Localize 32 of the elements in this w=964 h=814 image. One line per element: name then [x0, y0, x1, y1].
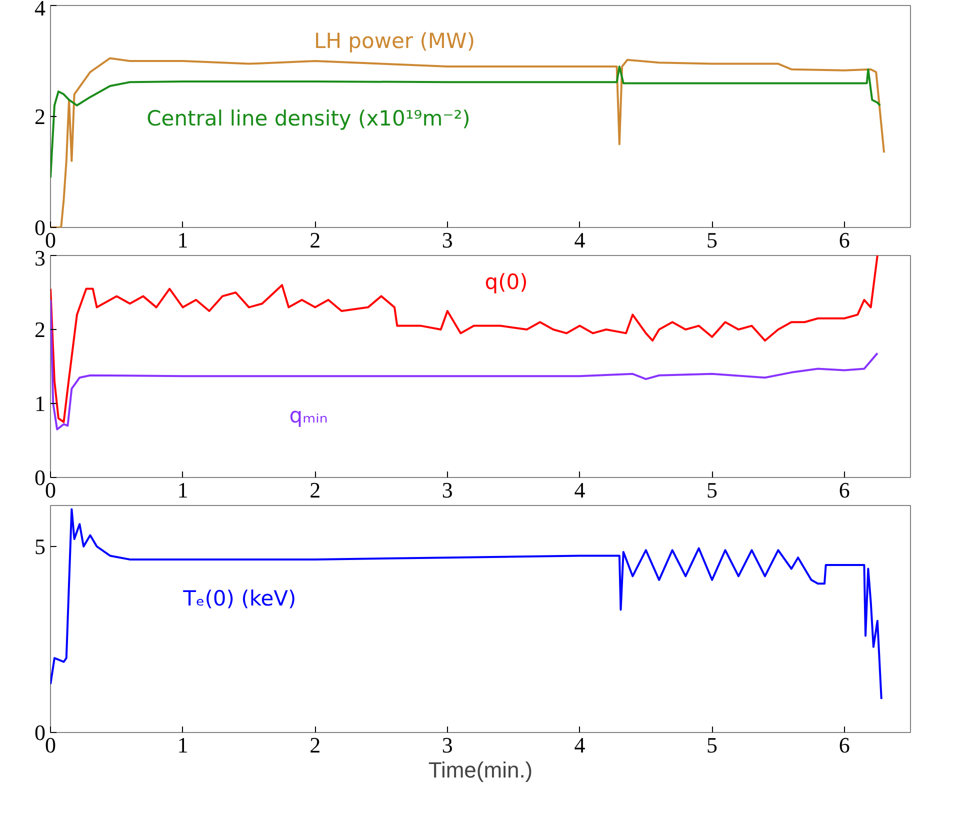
x-tick-label: 4 [574, 478, 586, 502]
series-label: Tₑ(0) (keV) [182, 586, 296, 611]
y-tick-label: 4 [34, 0, 46, 20]
x-tick-label: 5 [706, 478, 718, 502]
series-label: Central line density (x10¹⁹m⁻²) [146, 106, 470, 131]
x-tick-label: 4 [574, 732, 586, 758]
line-series [50, 298, 878, 430]
x-tick-label: 3 [442, 478, 453, 502]
x-tick-label: 5 [706, 228, 718, 252]
y-tick-label: 3 [34, 246, 46, 270]
x-tick-label: 6 [838, 478, 850, 502]
x-tick-label: 5 [706, 732, 718, 758]
x-tick-label: 6 [838, 732, 850, 758]
x-tick-label: 2 [310, 228, 321, 252]
series-label: qₘᵢₙ [289, 403, 328, 428]
x-axis-title: Time(min.) [428, 758, 533, 782]
line-series [50, 508, 882, 700]
y-tick-label: 1 [34, 391, 46, 416]
x-tick-label: 6 [838, 228, 850, 252]
x-tick-label: 4 [574, 228, 586, 252]
x-tick-label: 1 [177, 478, 188, 502]
y-tick-label: 2 [34, 317, 46, 342]
x-tick-label: 2 [310, 732, 321, 758]
series-label: LH power (MW) [314, 29, 476, 54]
y-tick-label: 5 [34, 534, 46, 559]
series-label: q(0) [484, 270, 528, 294]
x-tick-label: 3 [442, 732, 453, 758]
y-tick-label: 2 [34, 104, 46, 129]
x-tick-label: 1 [177, 228, 188, 252]
x-tick-label: 2 [310, 478, 321, 502]
x-tick-label: 1 [177, 732, 188, 758]
x-tick-label: 3 [442, 228, 453, 252]
